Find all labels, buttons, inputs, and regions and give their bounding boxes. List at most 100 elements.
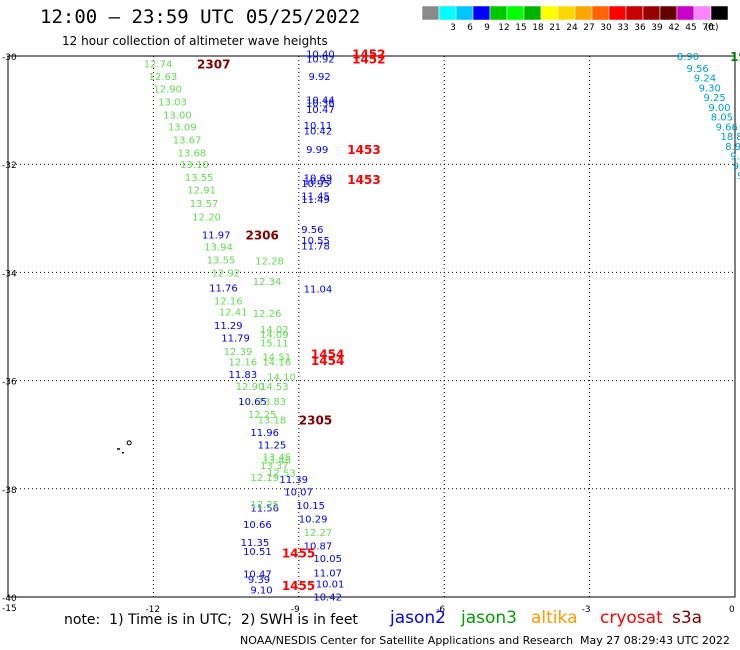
- swh-value-label: 12.39: [224, 347, 253, 358]
- time-label: 1454: [311, 354, 344, 368]
- swh-value-label: 12.53: [267, 469, 296, 480]
- time-label: 1452: [352, 53, 385, 67]
- swh-value-label: 10.47: [243, 570, 272, 581]
- swh-value-label: 13.10: [180, 160, 209, 171]
- swh-value-label: 14.10: [267, 372, 296, 383]
- color-scale-swatch: [693, 5, 712, 21]
- swh-value-label: 12.19: [250, 473, 279, 484]
- color-scale-swatch: [438, 5, 457, 21]
- swh-value-label: 11.83: [229, 370, 258, 381]
- swh-value-label: 10.05: [313, 554, 342, 565]
- color-scale-swatch: [421, 5, 440, 21]
- swh-value-label: 9.25: [703, 93, 725, 104]
- color-scale-swatch: [642, 5, 661, 21]
- swh-value-label: 10.87: [304, 542, 333, 553]
- swh-value-label: 9.24: [694, 74, 716, 85]
- swh-value-label: 12.27: [304, 528, 333, 539]
- swh-value-label: 13.55: [207, 255, 236, 266]
- swh-value-label: 8.90: [677, 52, 699, 63]
- swh-value-label: 11.97: [202, 231, 231, 242]
- color-scale-swatch: [676, 5, 695, 21]
- swh-value-label: 13.68: [178, 148, 207, 159]
- color-scale-tick-label: 36: [634, 23, 646, 33]
- color-scale-tick-label: 3: [450, 23, 456, 33]
- swh-value-label: 12.91: [187, 186, 216, 197]
- swh-value-label: 14.09: [260, 330, 289, 341]
- swh-value-label: 9.10: [250, 585, 272, 596]
- swh-value-label: 13.03: [158, 97, 187, 108]
- swh-value-label: 11.07: [313, 569, 342, 580]
- swh-value-label: 10.42: [313, 592, 342, 603]
- swh-value-label: 12.16: [214, 297, 243, 308]
- color-scale-swatch: [659, 5, 678, 21]
- color-scale-tick-label: 6: [467, 23, 473, 33]
- color-scale-swatch: [557, 5, 576, 21]
- time-label: 2307: [197, 58, 230, 72]
- swh-value-label: 10.29: [299, 515, 328, 526]
- swh-value-label: 9.99: [306, 145, 328, 156]
- swh-value-label: 8.97: [725, 142, 740, 153]
- color-scale-tick-label: 12: [498, 23, 509, 33]
- swh-value-label: 13.37: [260, 461, 289, 472]
- time-label: 1453: [347, 143, 380, 157]
- legend-altika: altika: [531, 608, 578, 628]
- swh-value-label: 13.55: [185, 173, 214, 184]
- lat-tick-label: -36: [2, 378, 17, 388]
- lat-tick-label: -34: [2, 269, 17, 279]
- swh-value-label: 11.45: [301, 192, 330, 203]
- swh-value-label: 12.16: [229, 358, 258, 369]
- color-scale-tick-label: 70: [702, 23, 714, 33]
- swh-value-label: 11.25: [258, 440, 287, 451]
- swh-value-label: 10.15: [296, 501, 325, 512]
- color-scale-swatch: [591, 5, 610, 21]
- swh-value-label: 9.4: [737, 171, 740, 182]
- swh-value-label: 10.36: [306, 99, 335, 110]
- lon-tick-label: -12: [145, 605, 160, 615]
- swh-value-label: 14.53: [260, 382, 289, 393]
- time-label: 1454: [311, 348, 344, 362]
- lat-tick-label: -38: [2, 486, 17, 496]
- time-label: 2306: [245, 229, 278, 243]
- color-scale-swatch: [574, 5, 593, 21]
- swh-value-label: 10.66: [243, 520, 272, 531]
- swh-value-label: 11.78: [301, 241, 330, 252]
- time-label: 1452: [352, 47, 385, 61]
- legend-cryosat: cryosat: [600, 608, 663, 628]
- swh-value-label: 11.04: [304, 285, 333, 296]
- swh-value-label: 12.25: [248, 410, 277, 421]
- swh-value-label: 12.28: [255, 256, 284, 267]
- swh-value-label: 12.20: [192, 213, 221, 224]
- color-scale-swatch: [625, 5, 644, 21]
- swh-value-label: 12.26: [253, 309, 282, 320]
- swh-value-label: 11.56: [250, 504, 279, 515]
- swh-value-label: 9.10: [733, 161, 740, 172]
- swh-value-label: 18.85: [720, 132, 740, 143]
- color-scale-swatch: [608, 5, 627, 21]
- swh-value-label: 10.55: [301, 236, 330, 247]
- time-label: 2305: [299, 414, 332, 428]
- swh-value-label: 12.63: [149, 72, 178, 83]
- footer-credit: NOAA/NESDIS Center for Satellite Applica…: [240, 634, 574, 647]
- color-scale-tick-label: 27: [583, 23, 594, 33]
- swh-value-label: 10.92: [306, 55, 335, 66]
- swh-value-label: 13.46: [262, 456, 291, 467]
- swh-value-label: 9.56: [301, 225, 323, 236]
- plot-frame: [7, 55, 736, 598]
- legend-jason2: jason2: [390, 608, 446, 628]
- swh-value-label: 13.18: [258, 416, 287, 427]
- swh-value-label: 11.39: [279, 475, 308, 486]
- color-scale-tick-label: 39: [651, 23, 663, 33]
- color-scale-swatch: [523, 5, 542, 21]
- swh-value-label: 13.45: [262, 452, 291, 463]
- swh-value-label: 13.57: [190, 199, 219, 210]
- swh-value-label: 12.41: [219, 307, 248, 318]
- swh-value-label: 13.09: [168, 122, 197, 133]
- color-scale-swatch: [472, 5, 491, 21]
- swh-value-label: 14.51: [262, 352, 291, 363]
- color-scale-unit: (ft): [705, 23, 719, 33]
- swh-value-label: 12.92: [212, 268, 241, 279]
- page-subtitle: 12 hour collection of altimeter wave hei…: [62, 34, 328, 48]
- island-marker: [117, 448, 121, 450]
- color-scale-tick-label: 15: [515, 23, 526, 33]
